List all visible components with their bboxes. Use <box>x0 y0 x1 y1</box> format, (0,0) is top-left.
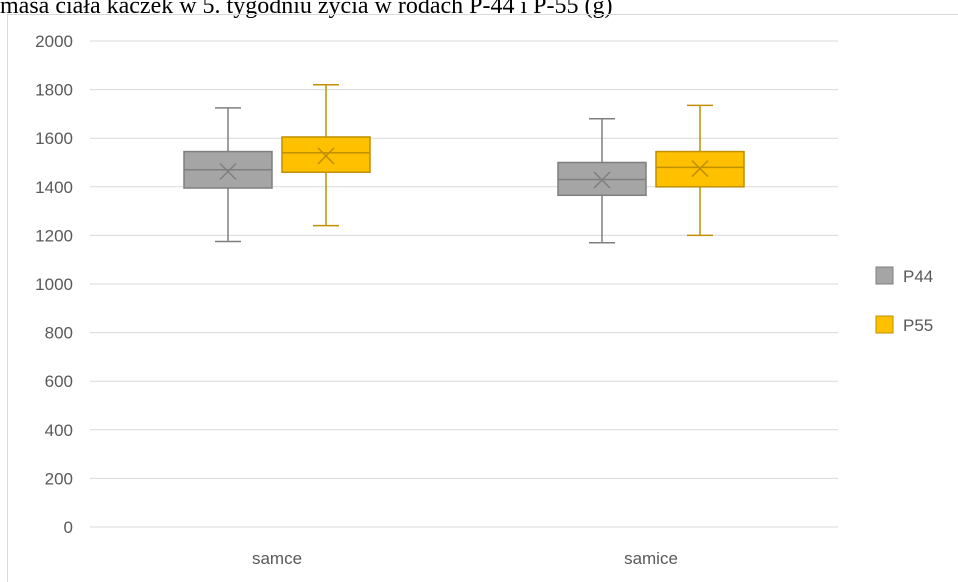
legend: P44 P55 <box>875 266 933 335</box>
x-axis-categories: samce samice <box>252 549 678 568</box>
mean-marker <box>691 160 709 178</box>
y-tick-label-200: 200 <box>45 469 73 488</box>
chart-area <box>7 14 958 582</box>
y-tick-label-2000: 2000 <box>35 32 73 51</box>
y-tick-label-1600: 1600 <box>35 129 73 148</box>
box-P55-samce <box>281 83 371 227</box>
y-tick-label-0: 0 <box>64 518 73 537</box>
y-tick-label-1200: 1200 <box>35 226 73 245</box>
y-axis-ticks: 0 200 400 600 800 1000 1200 1400 1600 1800 2000 <box>35 32 73 537</box>
gridlines <box>90 40 838 528</box>
box-P55-samice <box>655 104 745 237</box>
y-tick-label-1800: 1800 <box>35 81 73 100</box>
y-tick-label-600: 600 <box>45 372 73 391</box>
y-tick-label-1400: 1400 <box>35 178 73 197</box>
y-tick-label-1000: 1000 <box>35 275 73 294</box>
y-tick-label-800: 800 <box>45 324 73 343</box>
legend-swatch-P55 <box>875 315 894 334</box>
legend-label-P44: P44 <box>903 267 933 286</box>
box-P44-samice <box>557 118 647 244</box>
mean-marker <box>317 147 335 165</box>
iqr-box <box>281 136 371 173</box>
x-category-label-samice: samice <box>624 549 678 568</box>
legend-swatch-P44 <box>875 266 894 285</box>
legend-label-P55: P55 <box>903 316 933 335</box>
box-P44-samce <box>183 107 273 243</box>
y-tick-label-400: 400 <box>45 421 73 440</box>
mean-marker <box>593 171 611 189</box>
x-category-label-samce: samce <box>252 549 302 568</box>
mean-marker <box>219 162 237 181</box>
boxes <box>183 83 745 244</box>
